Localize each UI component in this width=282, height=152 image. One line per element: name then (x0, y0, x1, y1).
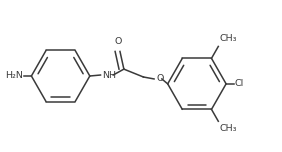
Text: CH₃: CH₃ (219, 35, 237, 43)
Text: CH₃: CH₃ (219, 124, 237, 133)
Text: NH: NH (102, 71, 116, 79)
Text: O: O (156, 74, 163, 83)
Text: H₂N: H₂N (5, 71, 23, 81)
Text: O: O (114, 37, 122, 46)
Text: Cl: Cl (235, 79, 244, 88)
